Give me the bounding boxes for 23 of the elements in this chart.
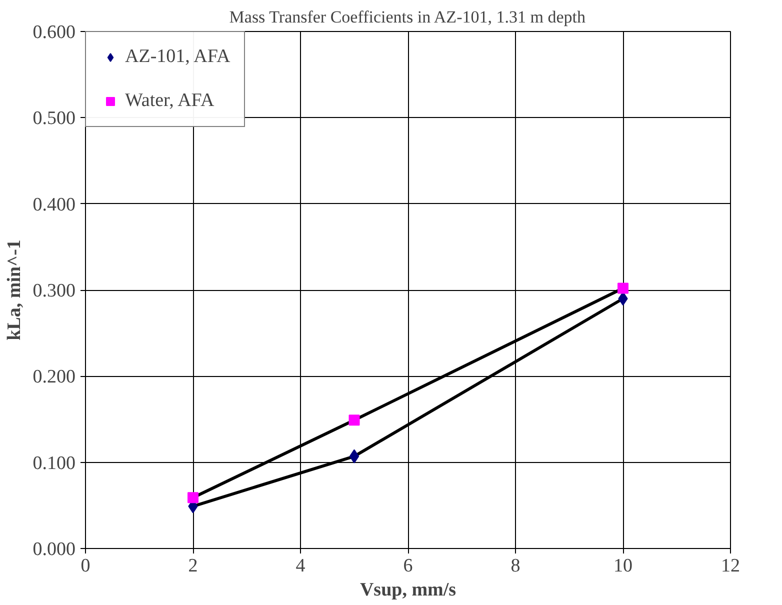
y-tick-label: 0.100 [32,452,76,474]
y-tick-label: 0.300 [32,280,76,302]
x-tick-label: 8 [510,556,520,576]
x-axis-title: Vsup, mm/s [360,580,456,600]
x-tick-label: 12 [721,556,740,576]
x-tick-label: 6 [403,556,413,576]
x-tick-label: 0 [80,556,90,576]
y-axis-title: kLa, min^-1 [4,240,25,340]
point [349,449,360,464]
y-tick-label: 0.400 [32,194,76,216]
x-tick-label: 10 [614,556,632,576]
y-tick-label: 0.000 [32,539,76,560]
legend-label: Water, AFA [125,90,214,112]
point [188,492,198,504]
x-tick-label: 2 [188,556,198,576]
point [348,414,360,426]
chart-title: Mass Transfer Coefficients in AZ-101, 1.31 m depth [229,8,586,26]
y-tick-label: 0.200 [32,366,76,388]
y-tick-label: 0.500 [32,108,76,130]
y-tick-label: 0.600 [32,22,76,43]
point [618,282,628,294]
x-tick-label: 4 [296,556,306,576]
legend-label: AZ-101, AFA [125,46,230,68]
